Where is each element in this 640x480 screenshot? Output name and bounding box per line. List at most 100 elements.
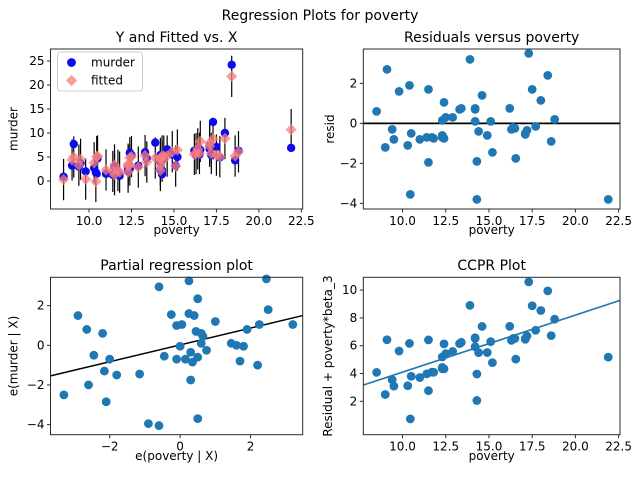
residual-point: [389, 135, 399, 144]
y-tick-label: 2: [350, 76, 358, 90]
ccpr-point: [472, 369, 482, 379]
ccpr-point: [406, 371, 416, 381]
residual-point: [472, 157, 482, 166]
partial-point: [235, 356, 245, 366]
ccpr-point: [403, 381, 413, 391]
x-tick-label: 17.5: [519, 440, 546, 454]
residual-point: [439, 134, 449, 143]
y-tick-label: −2: [27, 378, 45, 392]
y-tick-label: 0: [37, 174, 45, 188]
partial-point: [184, 276, 194, 286]
residual-point: [527, 85, 537, 94]
x-tick-label: 15.0: [161, 214, 188, 228]
subplot-fit: Y and Fitted vs. X poverty murder murder…: [7, 30, 315, 237]
partial-point: [89, 350, 99, 360]
partial-point: [232, 340, 241, 350]
residual-point: [448, 113, 458, 122]
ccpr-point: [405, 414, 415, 424]
subplot-ccpr: CCPR Plot poverty Residual + poverty*bet…: [321, 258, 632, 463]
partial-point: [263, 305, 273, 315]
subplot-ccpr-title: CCPR Plot: [457, 258, 526, 274]
fitted-point: [74, 153, 87, 166]
fitted-point: [171, 144, 183, 156]
fitted-point: [207, 133, 219, 145]
x-tick-label: 22.5: [605, 440, 632, 454]
residual-point: [511, 154, 521, 163]
y-tick-label: 25: [29, 54, 44, 68]
x-tick-label: 10.0: [389, 214, 416, 228]
residual-point: [394, 87, 404, 96]
residual-point: [472, 195, 482, 204]
y-tick-label: 10: [29, 126, 44, 140]
y-tick-label: 6: [350, 339, 358, 353]
partial-point: [210, 317, 220, 326]
ccpr-point: [382, 335, 392, 345]
x-tick-label: 17.5: [519, 214, 546, 228]
fitted-point: [141, 156, 153, 168]
residual-point: [524, 49, 534, 58]
ccpr-point: [424, 335, 433, 345]
residual-point: [465, 55, 475, 64]
partial-point: [288, 320, 298, 329]
subplot-fit-ylabel: murder: [7, 107, 21, 151]
residual-point: [439, 98, 449, 107]
x-tick-label: 12.5: [432, 214, 459, 228]
murder-point: [151, 138, 160, 147]
subplot-fit-title: Y and Fitted vs. X: [115, 30, 238, 46]
residual-point: [510, 123, 520, 133]
residual-point: [415, 135, 425, 144]
x-tick-label: 17.5: [203, 214, 230, 228]
ccpr-point: [527, 301, 537, 311]
x-tick-label: −2: [101, 440, 119, 454]
residual-point: [477, 91, 487, 100]
residual-point: [470, 104, 480, 113]
ccpr-point: [429, 367, 439, 377]
residual-point: [406, 129, 416, 138]
fitted-point: [90, 175, 102, 188]
partial-point: [242, 325, 252, 334]
partial-point: [262, 274, 271, 284]
ccpr-point: [372, 367, 382, 377]
plot-area-partial: −2 0 2 −4 −2 0 2: [27, 274, 304, 454]
y-tick-label: −4: [27, 418, 45, 432]
ccpr-point: [394, 346, 404, 356]
partial-point: [186, 347, 196, 357]
ccpr-point: [505, 321, 515, 331]
legend-murder-marker: [67, 58, 76, 67]
fitted-point: [114, 166, 126, 178]
partial-point: [198, 331, 208, 341]
y-tick-label: 10: [342, 283, 357, 297]
ccpr-point: [510, 334, 520, 343]
ccpr-point: [531, 325, 541, 335]
axes-frame: [50, 276, 304, 436]
subplot-resid-title: Residuals versus poverty: [404, 30, 579, 46]
residual-point: [536, 96, 546, 105]
ccpr-point: [603, 352, 613, 362]
partial-point: [172, 354, 182, 364]
axes-frame: [50, 48, 304, 210]
subplot-ccpr-ylabel: Residual + poverty*beta_3: [321, 275, 335, 436]
murder-point: [81, 167, 90, 176]
fitted-point: [80, 173, 92, 185]
x-tick-label: 12.5: [118, 214, 145, 228]
ccpr-point: [465, 301, 475, 310]
partial-point: [202, 345, 211, 355]
x-tick-label: 10.0: [389, 440, 416, 454]
ccpr-point: [536, 306, 546, 315]
fitted-point: [285, 124, 297, 136]
partial-point: [193, 414, 203, 424]
partial-point: [253, 360, 263, 370]
partial-point: [154, 282, 164, 292]
partial-point: [73, 311, 83, 320]
fitted-point: [193, 147, 206, 160]
ccpr-point: [477, 322, 487, 331]
y-tick-label: 5: [37, 150, 45, 164]
y-tick-label: 4: [350, 367, 358, 381]
fitted-point: [154, 164, 166, 177]
partial-point: [99, 366, 109, 376]
ccpr-point: [424, 386, 433, 396]
axes-frame: [362, 276, 621, 436]
murder-point: [286, 143, 296, 153]
residual-point: [470, 117, 480, 126]
